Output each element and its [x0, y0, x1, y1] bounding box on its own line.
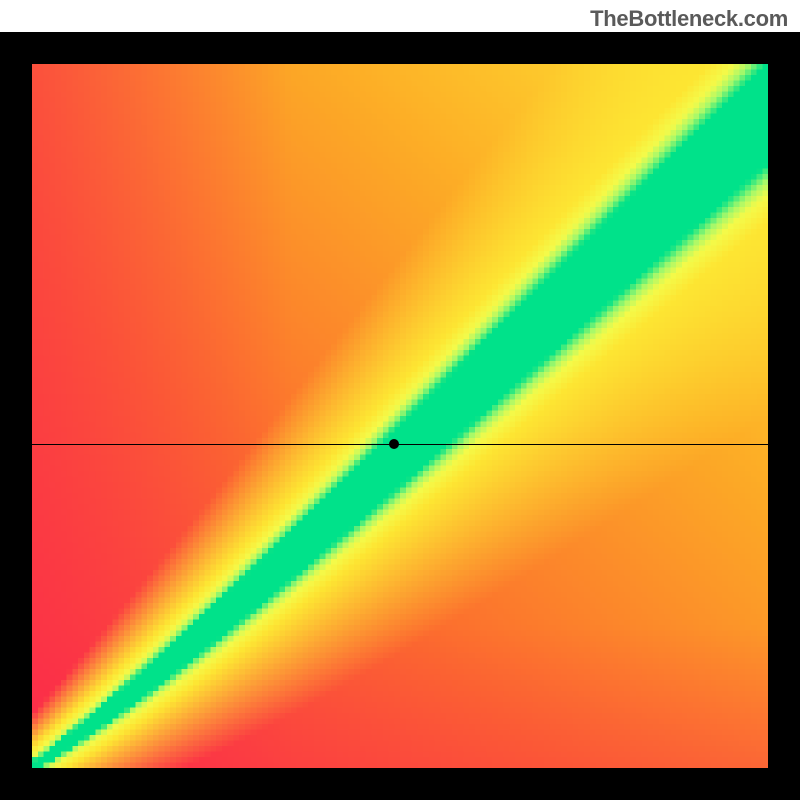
heatmap-plot-area [32, 64, 768, 768]
chart-frame [0, 32, 800, 800]
heatmap-canvas [32, 64, 768, 768]
crosshair-horizontal [32, 444, 768, 445]
crosshair-dot [389, 439, 399, 449]
root-container: TheBottleneck.com [0, 0, 800, 800]
watermark-text: TheBottleneck.com [590, 6, 788, 32]
